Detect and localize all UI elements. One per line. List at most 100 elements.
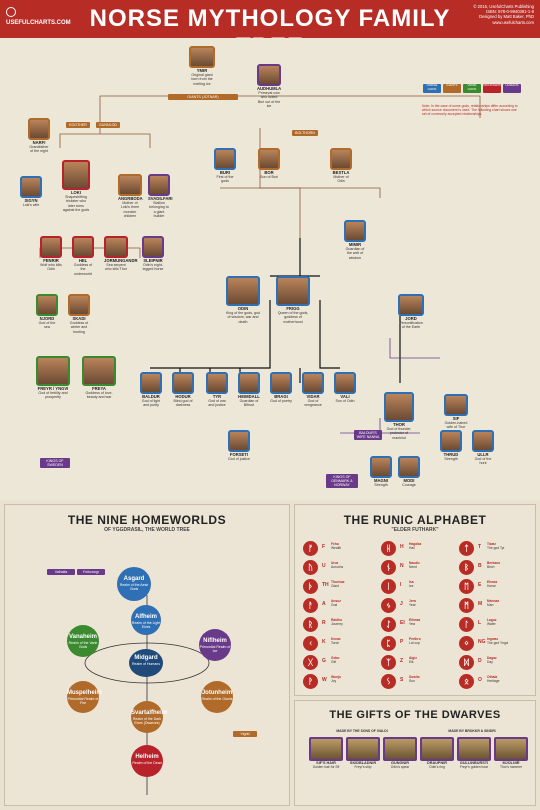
node-sif[interactable]: SIF Golden-haired wife of Thor bbox=[444, 394, 468, 430]
node-baldur[interactable]: BALDUR God of light and purity bbox=[140, 372, 162, 408]
rune-meaning: Year bbox=[409, 603, 416, 607]
gift-item[interactable]: MJOLNIR Thor's hammer bbox=[494, 737, 528, 770]
world-desc: Primordial Realm of Fire bbox=[67, 697, 99, 705]
node-sleipnir[interactable]: SLEIPNIR Odin's eight-legged horse bbox=[142, 236, 164, 272]
world-niflheim[interactable]: Niflheim Primordial Realm of Ice bbox=[199, 629, 231, 661]
node-vali[interactable]: VALI Son of Odin bbox=[334, 372, 356, 403]
rune-meaning: Sun bbox=[409, 679, 415, 683]
bestla-portrait bbox=[330, 148, 352, 170]
node-freyr[interactable]: FREYR / YNGVI God of fertility and prosp… bbox=[36, 356, 70, 400]
rune-row: ᚠ F Fehu Wealth bbox=[303, 541, 383, 559]
rune-glyph: ᚱ bbox=[303, 617, 318, 632]
label-vigrid: Vigrid bbox=[233, 731, 257, 737]
rune-desc: Thurisaz Giant bbox=[331, 580, 383, 588]
world-alfheim[interactable]: Alfheim Realm of the Light Elves bbox=[131, 605, 161, 635]
node-loki[interactable]: LOKI Shapeshifting trickster who later t… bbox=[62, 160, 90, 212]
rune-glyph: ᚺ bbox=[381, 541, 396, 556]
node-odin[interactable]: ODIN King of the gods, god of wisdom, wa… bbox=[226, 276, 260, 324]
world-midgard[interactable]: Midgard Realm of Humans bbox=[129, 649, 163, 677]
rune-letter: K bbox=[322, 639, 326, 645]
rune-name: Ingwaz bbox=[487, 637, 498, 641]
gift-desc: Freyr's golden boar bbox=[459, 764, 489, 769]
rune-letter: J bbox=[400, 601, 403, 607]
rune-name: Wunjo bbox=[331, 675, 342, 679]
node-thor[interactable]: THOR God of thunder, protector of mankin… bbox=[384, 392, 414, 440]
gift-item[interactable]: DRAUPNIR Odin's ring bbox=[420, 737, 454, 770]
node-thrud[interactable]: THRUD Strength bbox=[440, 430, 462, 461]
rune-row: ᛟ O Othala Heritage bbox=[459, 674, 539, 692]
world-name: Asgard bbox=[123, 576, 145, 582]
world-muspelheim[interactable]: Muspelheim Primordial Realm of Fire bbox=[67, 681, 102, 713]
world-helheim[interactable]: Helheim Realm of the Dead bbox=[131, 745, 163, 777]
heimdall-portrait bbox=[238, 372, 260, 394]
label-eggther: EGGTHER bbox=[66, 122, 90, 128]
runes-title: THE RUNIC ALPHABET bbox=[343, 513, 487, 527]
node-hodur[interactable]: HODUR Blind god of darkness bbox=[172, 372, 194, 408]
node-vidar[interactable]: VIDAR God of vengeance bbox=[302, 372, 324, 408]
world-name: Svartalfheim bbox=[131, 710, 168, 716]
rune-name: Mannaz bbox=[487, 599, 500, 603]
node-mimir[interactable]: MIMIR Guardian of the well of wisdom bbox=[344, 220, 366, 260]
rune-desc: Ehwaz Horse bbox=[487, 580, 539, 588]
gift-item[interactable]: GUNGNIR Odin's spear bbox=[383, 737, 417, 770]
title-banner: USEFULCHARTS.COM NORSE MYTHOLOGY FAMILY … bbox=[0, 0, 540, 60]
world-name: Alfheim bbox=[134, 614, 157, 620]
rune-desc: Mannaz Man bbox=[487, 599, 539, 607]
node-magni[interactable]: MAGNI Strength bbox=[370, 456, 392, 487]
world-vanaheim[interactable]: Vanaheim Realm of the Vanir Gods bbox=[67, 625, 99, 657]
node-buri[interactable]: BURI First of the gods bbox=[214, 148, 236, 184]
world-desc: Realm of Humans bbox=[131, 662, 160, 666]
node-ymir[interactable]: YMIR Original giant born from the meltin… bbox=[189, 46, 215, 86]
node-jord[interactable]: JORD Personification of the Earth bbox=[398, 294, 424, 330]
node-bestla[interactable]: BESTLA Mother of Odin bbox=[330, 148, 352, 184]
rune-row: ᛗ M Mannaz Man bbox=[459, 598, 539, 616]
gift-item[interactable]: GULLINBURSTI Freyr's golden boar bbox=[457, 737, 491, 770]
rune-glyph: ᛉ bbox=[381, 655, 396, 670]
gift-item[interactable]: SKIDBLADNIR Freyr's ship bbox=[346, 737, 380, 770]
world-asgard[interactable]: Asgard Realm of the Aesir Gods bbox=[117, 567, 151, 601]
label-nanna: BALDUR'S WIFE NANNA bbox=[354, 430, 382, 440]
sleipnir-portrait bbox=[142, 236, 164, 258]
gift-item[interactable]: SIF'S HAIR Golden hair for Sif bbox=[309, 737, 343, 770]
node-ullr[interactable]: ULLR God of the hunt bbox=[472, 430, 494, 466]
rune-name: Raidho bbox=[331, 618, 343, 622]
node-skadi[interactable]: SKADI Goddess of winter and hunting bbox=[68, 294, 90, 334]
rune-row: ᛒ B Berkano Birch bbox=[459, 560, 539, 578]
brand-logo[interactable]: USEFULCHARTS.COM bbox=[6, 7, 71, 33]
narfi-portrait bbox=[28, 118, 50, 140]
rune-desc: Dagaz Day bbox=[487, 656, 539, 664]
sif-portrait bbox=[444, 394, 468, 416]
node-sigyn[interactable]: SIGYN Loki's wife bbox=[20, 176, 42, 207]
legend-chip: VANIR GODS bbox=[463, 83, 481, 93]
gift-desc: Golden hair for Sif bbox=[312, 764, 340, 769]
world-svartalfheim[interactable]: Svartalfheim Realm of the Dark Elves (Dwa… bbox=[131, 701, 168, 733]
node-frigg[interactable]: FRIGG Queen of the gods, goddess of moth… bbox=[276, 276, 310, 324]
rune-row: ᛖ E Ehwaz Horse bbox=[459, 579, 539, 597]
rune-row: ᚲ K Kenaz Torch bbox=[303, 636, 383, 654]
rune-meaning: Heritage bbox=[487, 679, 500, 683]
rune-glyph: ᚠ bbox=[303, 541, 318, 556]
node-njord[interactable]: NJORD God of the sea bbox=[36, 294, 58, 330]
node-hel[interactable]: HEL Goddess of the underworld bbox=[72, 236, 94, 276]
node-svadilfari[interactable]: SVADILFARI Stallion belonging to a giant… bbox=[148, 174, 173, 218]
rune-desc: Jera Year bbox=[409, 599, 461, 607]
node-heimdall[interactable]: HEIMDALL Guardian of Bifrost bbox=[238, 372, 260, 408]
node-fenrir[interactable]: FENRIR Wolf who kills Odin bbox=[40, 236, 62, 272]
world-desc: Realm of the Dead bbox=[132, 761, 162, 765]
rune-glyph: ᚹ bbox=[303, 674, 318, 689]
label-kings-sweden: KINGS OF SWEDEN bbox=[40, 458, 70, 468]
node-angrboda[interactable]: ANGRBODA Mother of Loki's three monster … bbox=[118, 174, 143, 218]
legend-chips: NORSE GODSGIANTS VANIR GODSMONSTERS HUMANS bbox=[422, 83, 522, 102]
world-jotunheim[interactable]: Jotunheim Realm of the Giants bbox=[201, 681, 233, 713]
node-audhumla[interactable]: AUDHUMLA Primeval cow who licked Buri ou… bbox=[257, 64, 281, 108]
node-forseti[interactable]: FORSETI God of justice bbox=[228, 430, 250, 461]
node-tyr[interactable]: TYR God of war and justice bbox=[206, 372, 228, 408]
node-bor[interactable]: BOR Son of Buri bbox=[258, 148, 280, 179]
node-modi[interactable]: MODI Courage bbox=[398, 456, 420, 487]
world-desc: Realm of the Vanir Gods bbox=[68, 641, 98, 649]
node-bragi[interactable]: BRAGI God of poetry bbox=[270, 372, 292, 403]
world-name: Muspelheim bbox=[67, 690, 102, 696]
node-freya[interactable]: FREYA Goddess of love, beauty and war bbox=[82, 356, 116, 400]
node-narfi[interactable]: NARFI Grandfather of the night bbox=[28, 118, 50, 154]
node-jormungandr[interactable]: JORMUNGANDR Sea serpent who kills Thor bbox=[104, 236, 138, 272]
